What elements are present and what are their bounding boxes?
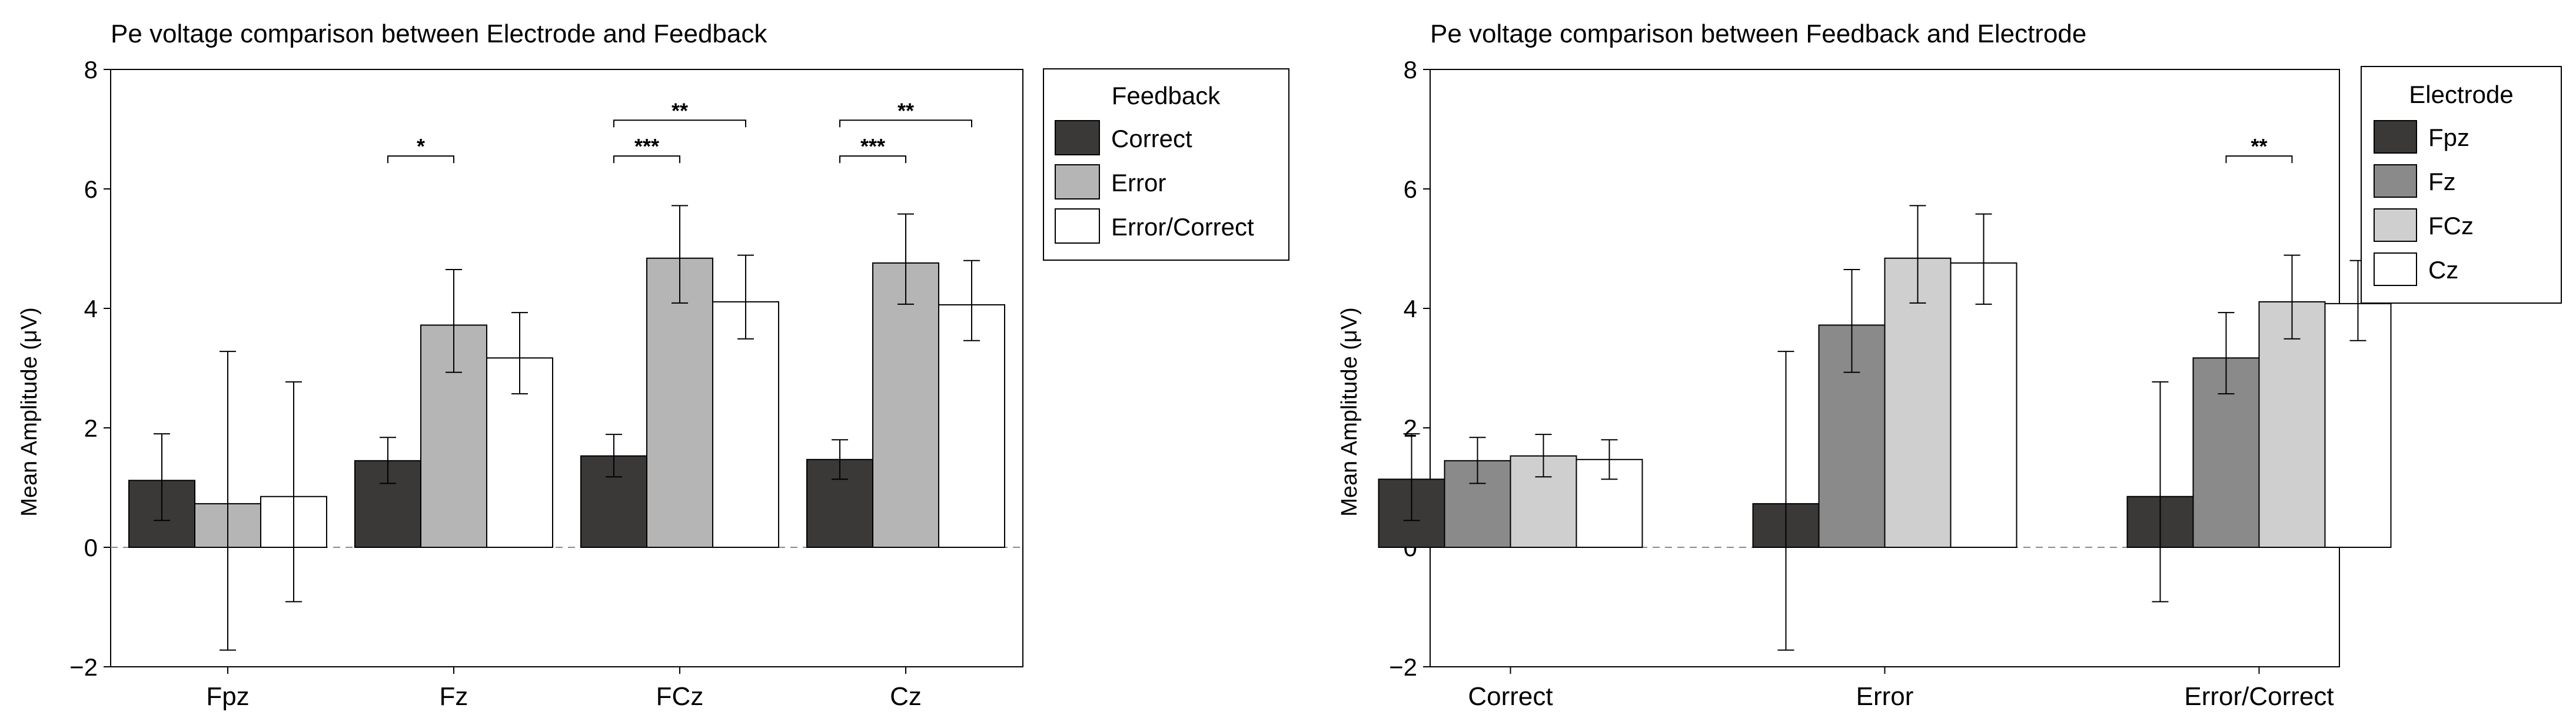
y-tick-label: 8 bbox=[1404, 56, 1417, 84]
legend-swatch-cz bbox=[2374, 252, 2417, 286]
x-tick-label: Cz bbox=[890, 682, 922, 711]
plot-area: −202468CorrectErrorError/Correct** bbox=[1378, 56, 2392, 711]
legend-title: Electrode bbox=[2409, 81, 2513, 108]
bar-fz-error-correct bbox=[2192, 357, 2260, 548]
significance-bracket bbox=[387, 155, 454, 164]
bar-fcz-error bbox=[1884, 257, 1952, 548]
legend: Feedback Correct Error Error/Correct bbox=[1043, 68, 1289, 261]
legend-swatch-fz bbox=[2374, 164, 2417, 198]
legend-swatch-error-correct bbox=[1055, 208, 1100, 244]
chart-title: Pe voltage comparison between Feedback a… bbox=[1430, 19, 2086, 48]
significance-bracket bbox=[2225, 155, 2293, 164]
significance-bracket bbox=[613, 155, 680, 164]
x-tick-label: Error/Correct bbox=[2184, 682, 2334, 711]
y-tick-label: 0 bbox=[84, 534, 98, 561]
bar-cz-error bbox=[1950, 262, 2017, 548]
significance-label: ** bbox=[898, 98, 914, 122]
significance-bracket bbox=[839, 119, 972, 128]
x-tick-label: Correct bbox=[1468, 682, 1553, 711]
significance-label: *** bbox=[860, 134, 885, 158]
y-tick-label: 4 bbox=[1404, 295, 1417, 323]
y-tick-label: 6 bbox=[1404, 175, 1417, 203]
chart-feedback-by-electrode: Pe voltage comparison between Feedback a… bbox=[1337, 19, 2562, 711]
chart-title: Pe voltage comparison between Electrode … bbox=[111, 19, 767, 48]
legend-label-fcz: FCz bbox=[2428, 212, 2474, 240]
y-tick-label: 6 bbox=[84, 175, 98, 203]
legend-label-fz: Fz bbox=[2428, 168, 2456, 195]
y-tick-label: 4 bbox=[84, 295, 98, 323]
y-tick-label: 2 bbox=[1404, 414, 1417, 442]
legend-entry-cz: Cz bbox=[2374, 252, 2458, 286]
significance-label: ** bbox=[2251, 134, 2267, 158]
bar-error-fcz bbox=[646, 257, 713, 548]
legend-entry-fcz: FCz bbox=[2374, 208, 2474, 242]
bar-error-cz bbox=[872, 262, 939, 548]
y-axis-label: Mean Amplitude (μV) bbox=[17, 307, 42, 517]
y-tick-label: −2 bbox=[69, 653, 98, 681]
chart-electrode-by-feedback: Pe voltage comparison between Electrode … bbox=[17, 19, 1289, 711]
significance-bracket bbox=[613, 119, 746, 128]
y-tick-label: −2 bbox=[1389, 653, 1417, 681]
legend-entry-fpz: Fpz bbox=[2374, 120, 2469, 154]
y-tick-label: 2 bbox=[84, 414, 98, 442]
bar-error-correct-cz bbox=[938, 304, 1005, 548]
legend-label-cz: Cz bbox=[2428, 256, 2458, 284]
bar-error-correct-fcz bbox=[712, 301, 779, 549]
legend-swatch-error bbox=[1055, 164, 1100, 200]
legend-swatch-fpz bbox=[2374, 120, 2417, 154]
legend-label-correct: Correct bbox=[1111, 125, 1192, 152]
legend-label-fpz: Fpz bbox=[2428, 124, 2469, 151]
plot-frame bbox=[110, 69, 1023, 667]
legend-title: Feedback bbox=[1112, 82, 1221, 109]
legend-label-error-correct: Error/Correct bbox=[1111, 213, 1254, 241]
significance-label: ** bbox=[672, 98, 688, 122]
bar-fcz-error-correct bbox=[2258, 301, 2326, 549]
y-axis-label: Mean Amplitude (μV) bbox=[1337, 307, 1362, 517]
significance-label: *** bbox=[634, 134, 659, 158]
legend-label-error: Error bbox=[1111, 169, 1166, 197]
legend-entry-error: Error bbox=[1055, 164, 1166, 200]
significance-label: * bbox=[417, 134, 425, 158]
legend: Electrode Fpz Fz FCz Cz bbox=[2361, 66, 2562, 304]
legend-swatch-correct bbox=[1055, 120, 1100, 155]
x-tick-label: FCz bbox=[656, 682, 704, 711]
y-tick-label: 8 bbox=[84, 56, 98, 84]
bar-cz-error-correct bbox=[2324, 302, 2392, 548]
significance-bracket bbox=[839, 155, 906, 164]
legend-swatch-fcz bbox=[2374, 208, 2417, 242]
legend-entry-correct: Correct bbox=[1055, 120, 1192, 155]
legend-entry-error-correct: Error/Correct bbox=[1055, 208, 1254, 244]
x-tick-label: Error bbox=[1856, 682, 1914, 711]
legend-entry-fz: Fz bbox=[2374, 164, 2456, 198]
x-tick-label: Fpz bbox=[206, 682, 249, 711]
x-tick-label: Fz bbox=[440, 682, 468, 711]
